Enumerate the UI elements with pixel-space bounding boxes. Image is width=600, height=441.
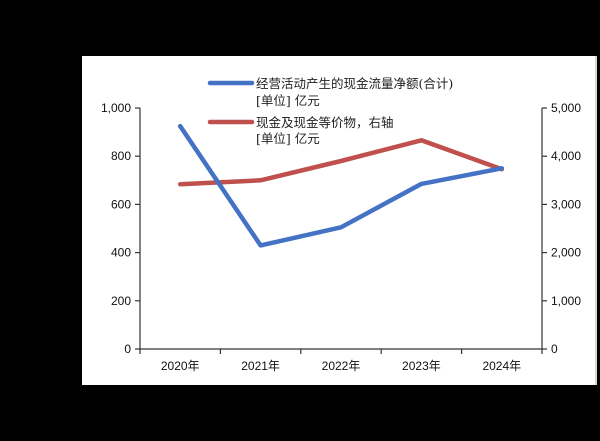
- left-axis-tick-label: 400: [111, 246, 131, 260]
- left-axis-tick-label: 1,000: [101, 101, 131, 115]
- x-axis-category-label: 2023年: [402, 359, 441, 373]
- legend: 经营活动产生的现金流量净额(合计) [单位] 亿元 现金及现金等价物，右轴 [单…: [207, 76, 453, 146]
- legend-unit-operating-cashflow: [单位] 亿元: [256, 93, 320, 108]
- x-axis-category-label: 2020年: [161, 359, 200, 373]
- legend-unit-cash-equivalents: [单位] 亿元: [256, 131, 320, 146]
- right-axis-tick-label: 3,000: [551, 197, 581, 211]
- right-axis-tick-label: 1,000: [551, 294, 581, 308]
- x-axis-category-label: 2022年: [322, 359, 361, 373]
- axes: 0 200 400 600 800 1,000 0 1,000 2,000 3,000 4,000 5…: [101, 101, 581, 373]
- right-axis-tick-label: 5,000: [551, 101, 581, 115]
- legend-label-operating-cashflow: 经营活动产生的现金流量净额(合计): [256, 76, 453, 91]
- x-axis-category-label: 2021年: [241, 359, 280, 373]
- right-axis-tick-label: 2,000: [551, 246, 581, 260]
- legend-label-cash-equivalents: 现金及现金等价物，右轴: [256, 115, 394, 130]
- left-axis-tick-label: 800: [111, 149, 131, 163]
- panel-edge-line: [595, 56, 597, 385]
- left-axis-tick-label: 600: [111, 197, 131, 211]
- left-axis-tick-label: 0: [124, 342, 131, 356]
- right-axis-tick-label: 4,000: [551, 149, 581, 163]
- cash-equivalents-line: [177, 138, 505, 187]
- x-axis-category-label: 2024年: [482, 359, 521, 373]
- left-axis-tick-label: 200: [111, 294, 131, 308]
- chart-panel: [82, 56, 595, 385]
- right-axis-tick-label: 0: [551, 342, 558, 356]
- series-lines: [177, 123, 505, 248]
- operating-cashflow-line: [177, 123, 505, 248]
